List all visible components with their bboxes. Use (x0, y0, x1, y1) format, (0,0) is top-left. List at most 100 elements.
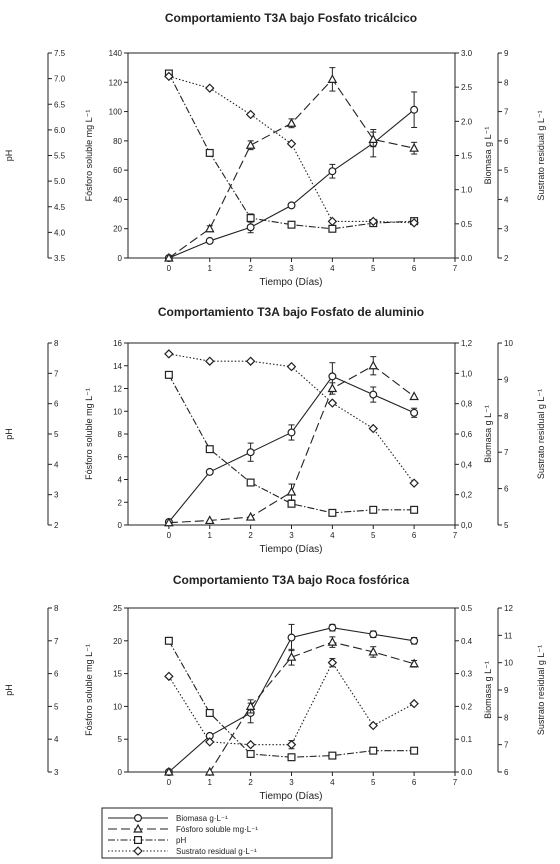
x-tick-label: 2 (248, 531, 253, 540)
fosforo-axis-tick-label: 0 (118, 521, 123, 530)
x-tick-label: 5 (371, 778, 376, 787)
fosforo-axis-tick-label: 60 (113, 166, 122, 175)
point-fosforo (368, 134, 379, 143)
x-tick-label: 0 (167, 531, 172, 540)
chart-panel-3: Comportamiento T3A bajo Roca fosfórica 0 1… (4, 573, 546, 802)
ph-axis-tick-label: 4 (54, 460, 59, 469)
x-tick-label: 5 (371, 531, 376, 540)
x-tick-label: 4 (330, 531, 335, 540)
point-biomasa (410, 408, 419, 417)
point-fosforo (204, 515, 215, 525)
point-fosforo (204, 766, 215, 776)
point-ph (205, 445, 214, 454)
biomasa-axis-tick-label: 0.3 (461, 670, 473, 679)
fosforo-axis-tick-label: 2 (118, 498, 123, 507)
ph-axis-tick-label: 2 (54, 521, 59, 530)
point-sustrato (286, 139, 297, 149)
point-fosforo (409, 658, 419, 668)
point-sustrato (245, 739, 256, 750)
point-ph (246, 749, 255, 758)
point-sustrato (409, 478, 419, 488)
series-line-sustrato (168, 75, 415, 224)
sustrato-axis-tick-label: 5 (504, 166, 509, 175)
legend-marker (133, 823, 143, 833)
biomasa-axis-tick-label: 1,2 (461, 339, 473, 348)
biomasa-axis-tick-label: 0,2 (461, 491, 473, 500)
ph-axis-tick-label: 7 (54, 637, 59, 646)
chart-panel-2: Comportamiento T3A bajo Fosfato de alumi… (4, 305, 546, 555)
sustrato-axis-tick-label: 8 (504, 713, 509, 722)
point-sustrato (368, 423, 378, 434)
point-fosforo (327, 383, 338, 393)
point-ph (205, 708, 214, 717)
fosforo-axis-tick-label: 40 (113, 195, 122, 204)
point-biomasa (369, 390, 378, 399)
point-sustrato (245, 356, 256, 366)
legend-marker (134, 813, 143, 822)
legend-item-sustrato: Sustrato residual g·L⁻¹ (108, 846, 257, 856)
sustrato-axis-tick-label: 9 (504, 686, 509, 695)
legend-label: Fósforo soluble mg·L⁻¹ (176, 825, 258, 834)
biomasa-axis-tick-label: 0,4 (461, 460, 473, 469)
sustrato-axis-tick-label: 11 (504, 631, 513, 640)
ph-axis-tick-label: 7.5 (54, 49, 66, 58)
fosforo-axis-tick-label: 5 (118, 735, 123, 744)
sustrato-axis-tick-label: 6 (504, 137, 509, 146)
point-fosforo (327, 74, 338, 83)
legend-label: Biomasa g·L⁻¹ (176, 814, 228, 823)
point-sustrato (286, 739, 297, 750)
x-axis: 0 1 2 3 4 5 6 7 (167, 258, 458, 273)
point-fosforo (204, 223, 215, 233)
x-tick-label: 5 (371, 264, 376, 273)
legend: Biomasa g·L⁻¹ Fósforo soluble mg·L⁻¹ pH Sus… (101, 807, 333, 859)
x-tick-label: 1 (208, 531, 213, 540)
fosforo-axis-tick-label: 140 (109, 49, 123, 58)
point-sustrato (368, 216, 378, 227)
biomasa-axis-tick-label: 0,6 (461, 430, 473, 439)
ph-axis-tick-label: 7 (54, 369, 59, 378)
point-ph (246, 214, 255, 223)
biomasa-axis-tick-label: 0.0 (461, 768, 473, 777)
point-sustrato (409, 218, 419, 228)
biomasa-axis-tick-label: 1.0 (461, 186, 473, 195)
biomasa-axis: 0.0 0.1 0.2 0.3 0.4 0.5 (454, 604, 473, 777)
point-ph (410, 505, 419, 514)
ph-axis-label: pH (4, 150, 14, 162)
ph-axis-tick-label: 3 (54, 768, 59, 777)
point-sustrato (245, 109, 256, 120)
legend-item-fosforo: Fósforo soluble mg·L⁻¹ (108, 823, 258, 834)
point-fosforo (409, 142, 419, 152)
fosforo-axis-tick-label: 20 (113, 225, 122, 234)
fosforo-axis-tick-label: 100 (109, 108, 123, 117)
chart-title: Comportamiento T3A bajo Fosfato tricálci… (165, 11, 417, 25)
point-ph (369, 505, 378, 514)
sustrato-axis-tick-label: 10 (504, 659, 513, 668)
fosforo-axis-tick-label: 80 (113, 137, 122, 146)
fosforo-axis-label: Fósforo soluble mg L⁻¹ (84, 388, 94, 480)
fosforo-axis-tick-label: 25 (113, 604, 122, 613)
sustrato-axis-tick-label: 4 (504, 195, 509, 204)
legend-label: Sustrato residual g·L⁻¹ (176, 847, 257, 856)
biomasa-axis-label: Biomasa g L⁻¹ (483, 405, 493, 463)
point-sustrato (368, 720, 378, 731)
fosforo-axis-label: Fósforo soluble mg L⁻¹ (84, 110, 94, 202)
point-fosforo (245, 511, 256, 521)
point-biomasa (328, 167, 337, 176)
x-tick-label: 2 (248, 778, 253, 787)
fosforo-axis-label: Fósforo soluble mg L⁻¹ (84, 644, 94, 736)
series-sustrato (164, 349, 419, 488)
point-ph (164, 636, 173, 645)
chart-panel-1: Comportamiento T3A bajo Fosfato tricálci… (4, 11, 546, 288)
point-sustrato (327, 657, 338, 668)
biomasa-axis-tick-label: 3.0 (461, 49, 473, 58)
point-ph (287, 220, 296, 229)
ph-axis-tick-label: 3 (54, 491, 59, 500)
point-fosforo (286, 118, 297, 127)
legend-marker (133, 846, 143, 856)
point-sustrato (205, 356, 215, 366)
legend-label: pH (176, 836, 186, 845)
fosforo-axis-tick-label: 10 (113, 407, 122, 416)
legend-marker (134, 835, 143, 844)
point-sustrato (205, 83, 215, 93)
x-tick-label: 4 (330, 778, 335, 787)
